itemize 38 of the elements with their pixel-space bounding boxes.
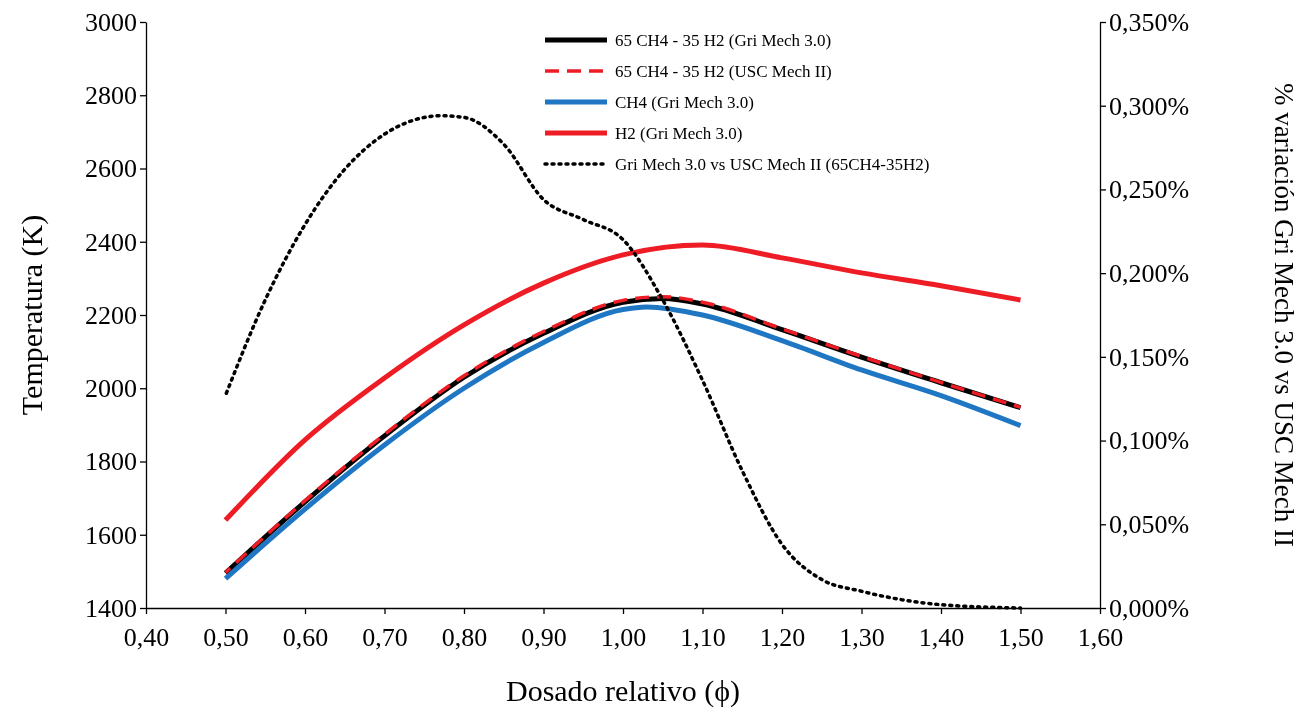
y-tick-label: 2600: [85, 154, 137, 184]
y2-tick-label: 0,100%: [1109, 426, 1190, 456]
legend-label: CH4 (Gri Mech 3.0): [615, 93, 754, 112]
legend-label: Gri Mech 3.0 vs USC Mech II (65CH4-35H2): [615, 155, 930, 174]
x-tick-label: 1,30: [839, 622, 885, 652]
y-tick-label: 2400: [85, 227, 137, 257]
x-tick-label: 1,40: [918, 622, 965, 652]
y-axis-title: Temperatura (K): [15, 214, 49, 416]
x-tick-label: 1,10: [680, 622, 726, 652]
x-tick-label: 0,50: [203, 622, 249, 652]
x-tick-label: 0,90: [521, 622, 567, 652]
x-tick-label: 0,60: [282, 622, 329, 652]
y-tick-label: 1600: [85, 520, 137, 550]
x-tick-label: 0,40: [123, 622, 170, 652]
y-tick-label: 2200: [85, 300, 137, 330]
y2-tick-label: 0,150%: [1109, 342, 1190, 372]
legend-label: 65 CH4 - 35 H2 (Gri Mech 3.0): [615, 31, 832, 50]
y-tick-label: 3000: [85, 7, 137, 37]
x-tick-label: 1,00: [600, 622, 647, 652]
x-axis-title: Dosado relativo (ϕ): [505, 674, 741, 708]
x-tick-label: 1,50: [998, 622, 1044, 652]
x-tick-label: 1,20: [759, 622, 806, 652]
legend-label: 65 CH4 - 35 H2 (USC Mech II): [615, 62, 832, 81]
y-tick-label: 2000: [85, 374, 137, 404]
y2-tick-label: 0,050%: [1109, 510, 1190, 540]
y2-tick-label: 0,300%: [1109, 91, 1190, 121]
y2-tick-label: 0,250%: [1109, 175, 1190, 205]
y2-tick-label: 0,200%: [1109, 258, 1190, 288]
y-tick-label: 1400: [85, 593, 137, 623]
legend-label: H2 (Gri Mech 3.0): [615, 124, 743, 143]
y-tick-label: 2800: [85, 81, 137, 111]
x-tick-label: 0,70: [362, 622, 408, 652]
x-tick-label: 0,80: [441, 622, 488, 652]
y-tick-label: 1800: [85, 447, 137, 477]
x-tick-label: 1,60: [1077, 622, 1124, 652]
y2-axis-title: % variación Gri Mech 3.0 vs USC Mech II: [1269, 82, 1299, 548]
y2-tick-label: 0,350%: [1109, 7, 1190, 37]
y2-tick-label: 0,000%: [1109, 593, 1190, 623]
